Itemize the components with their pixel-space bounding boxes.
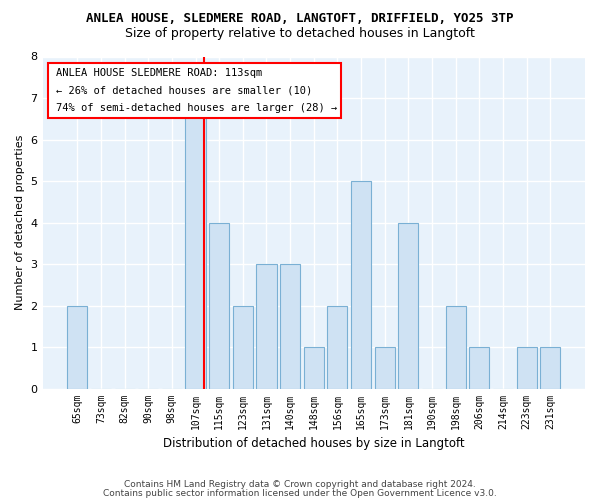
Bar (304, 347, 324, 389)
Text: ANLEA HOUSE SLEDMERE ROAD: 113sqm: ANLEA HOUSE SLEDMERE ROAD: 113sqm (56, 68, 262, 78)
Bar (280, 264, 300, 388)
Text: 74% of semi-detached houses are larger (28) →: 74% of semi-detached houses are larger (… (56, 102, 337, 113)
Bar (233, 306, 253, 388)
X-axis label: Distribution of detached houses by size in Langtoft: Distribution of detached houses by size … (163, 437, 464, 450)
Bar (209, 222, 229, 388)
Bar (517, 347, 536, 389)
Bar (328, 306, 347, 388)
Bar (256, 264, 277, 388)
Text: ANLEA HOUSE, SLEDMERE ROAD, LANGTOFT, DRIFFIELD, YO25 3TP: ANLEA HOUSE, SLEDMERE ROAD, LANGTOFT, DR… (86, 12, 514, 26)
Bar (540, 347, 560, 389)
Bar (185, 98, 206, 388)
Text: Size of property relative to detached houses in Langtoft: Size of property relative to detached ho… (125, 28, 475, 40)
Bar (351, 181, 371, 388)
FancyBboxPatch shape (48, 63, 341, 118)
Bar (446, 306, 466, 388)
Bar (67, 306, 88, 388)
Bar (398, 222, 418, 388)
Y-axis label: Number of detached properties: Number of detached properties (15, 135, 25, 310)
Text: Contains HM Land Registry data © Crown copyright and database right 2024.: Contains HM Land Registry data © Crown c… (124, 480, 476, 489)
Bar (374, 347, 395, 389)
Text: ← 26% of detached houses are smaller (10): ← 26% of detached houses are smaller (10… (56, 86, 313, 96)
Text: Contains public sector information licensed under the Open Government Licence v3: Contains public sector information licen… (103, 489, 497, 498)
Bar (469, 347, 490, 389)
